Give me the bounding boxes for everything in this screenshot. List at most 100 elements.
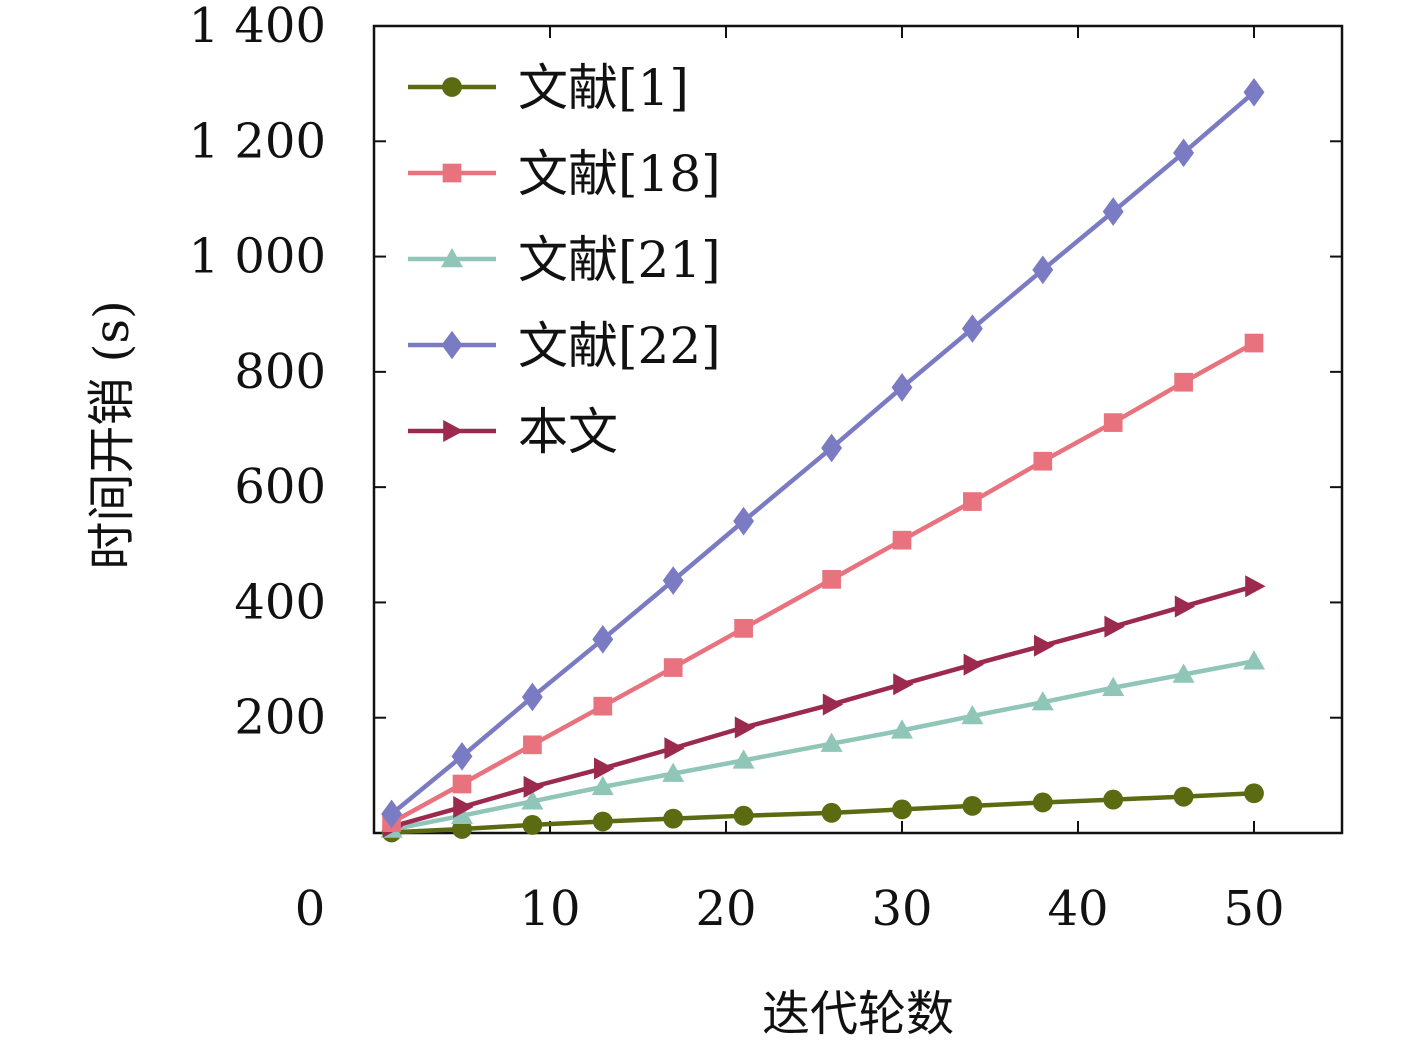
data-point — [592, 811, 613, 832]
data-point — [452, 819, 472, 839]
y-axis-label: 时间开销 (s) — [84, 300, 140, 569]
data-point — [1032, 255, 1054, 285]
y-tick-label: 1 400 — [189, 0, 326, 54]
x-tick-label: 50 — [1223, 881, 1284, 937]
x-tick-label: 10 — [519, 881, 580, 937]
data-point — [822, 693, 844, 716]
data-point — [663, 808, 684, 829]
data-point — [1174, 372, 1193, 392]
data-point — [732, 749, 755, 769]
data-point — [451, 742, 473, 771]
data-point — [963, 492, 982, 511]
data-point — [1033, 451, 1053, 471]
data-point — [1034, 634, 1055, 657]
data-point — [1032, 792, 1053, 813]
data-point — [594, 757, 615, 780]
data-point — [1243, 77, 1265, 107]
data-point — [1103, 789, 1124, 810]
data-point — [1245, 575, 1266, 598]
data-point — [1104, 615, 1125, 638]
data-point — [1243, 650, 1265, 670]
data-point — [961, 314, 983, 343]
data-point — [522, 815, 543, 835]
plot-frame — [372, 24, 1344, 835]
data-point — [821, 802, 842, 823]
y-tick-label: 400 — [234, 574, 326, 630]
legend-label: 文献[18] — [518, 145, 721, 203]
series-4 — [381, 77, 1265, 829]
series-5 — [382, 575, 1266, 838]
data-point — [664, 737, 685, 760]
data-point — [963, 653, 984, 676]
series-layer — [380, 77, 1266, 843]
data-point — [820, 732, 843, 752]
data-point — [1244, 783, 1264, 804]
data-point — [452, 774, 472, 794]
data-point — [1031, 691, 1054, 711]
legend-label: 文献[22] — [518, 317, 721, 375]
y-tick-label: 800 — [234, 344, 326, 400]
legend-marker — [441, 248, 463, 268]
legend: 文献[1] 文献[18] 文献[21] 文献[22] 本文 — [408, 59, 721, 461]
data-point — [1102, 197, 1124, 226]
data-point — [453, 796, 474, 819]
data-point — [962, 796, 983, 816]
legend-label: 文献[1] — [518, 59, 689, 117]
data-point — [892, 530, 912, 550]
data-point — [1102, 676, 1125, 696]
series-1 — [381, 783, 1264, 843]
legend-label: 本文 — [518, 403, 618, 461]
data-point — [523, 735, 542, 755]
legend-marker — [442, 163, 462, 183]
x-tick-label: 40 — [1047, 881, 1108, 937]
legend-marker — [442, 77, 462, 97]
data-point — [1172, 663, 1195, 683]
legend-entry: 文献[1] — [408, 59, 689, 117]
data-point — [893, 673, 914, 696]
data-point — [662, 566, 684, 595]
data-point — [734, 716, 756, 739]
legend-entry: 文献[18] — [408, 145, 721, 203]
legend-entry: 文献[22] — [408, 317, 721, 375]
series-3 — [380, 650, 1265, 838]
y-tick-label: 600 — [234, 459, 326, 515]
axes: 10 20 30 40 50 200 400 600 800 1 000 1 200 1 400 — [189, 0, 1344, 937]
data-point — [521, 682, 543, 712]
data-point — [592, 625, 614, 654]
data-point — [822, 570, 841, 589]
legend-marker — [441, 330, 463, 360]
data-point — [1174, 595, 1196, 618]
data-point — [961, 704, 984, 725]
data-point — [1244, 333, 1264, 353]
data-point — [521, 790, 544, 810]
y-tick-label: 1 200 — [189, 113, 326, 169]
legend-label: 文献[21] — [518, 231, 721, 289]
data-point — [593, 696, 613, 716]
data-point — [451, 804, 473, 824]
data-point — [733, 805, 754, 826]
data-point — [523, 775, 544, 798]
y-tick-label: 1 000 — [189, 229, 326, 285]
data-point — [381, 799, 403, 829]
x-axis-label: 迭代轮数 — [762, 986, 954, 1042]
data-point — [1173, 786, 1194, 807]
data-point — [891, 719, 913, 739]
x-tick-label: 20 — [695, 881, 756, 937]
data-point — [891, 373, 913, 402]
data-point — [733, 506, 755, 536]
data-point — [591, 775, 614, 796]
legend-marker — [443, 420, 464, 442]
data-point — [734, 619, 753, 638]
legend-entry: 本文 — [408, 403, 618, 461]
x-origin-label: 0 — [295, 881, 326, 937]
data-point — [1173, 138, 1195, 168]
series-line — [391, 659, 1255, 832]
legend-entry: 文献[21] — [408, 231, 721, 289]
series-2 — [382, 333, 1264, 832]
data-point — [892, 799, 912, 820]
x-tick-label: 30 — [871, 881, 932, 937]
data-point — [821, 433, 843, 463]
data-point — [663, 658, 683, 677]
data-point — [662, 762, 685, 782]
